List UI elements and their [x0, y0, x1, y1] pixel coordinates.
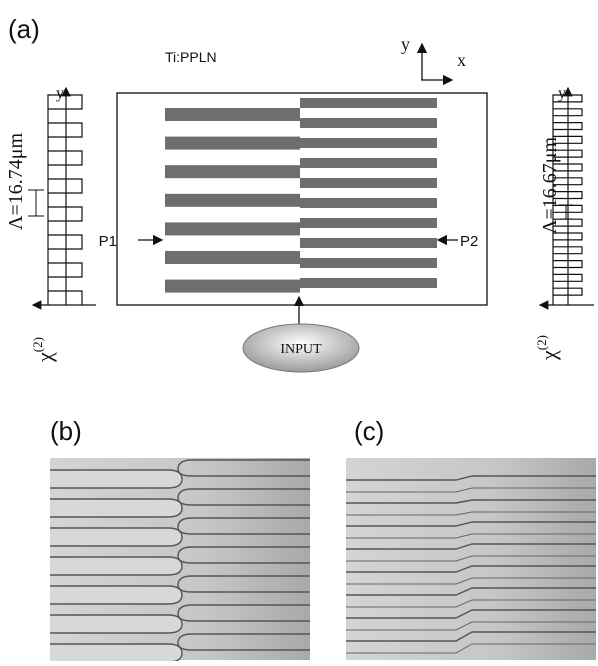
domain	[300, 118, 437, 128]
domain	[300, 278, 437, 288]
chi-label: χ(2)	[30, 337, 57, 363]
domain	[165, 165, 300, 178]
period-bracket	[28, 190, 44, 216]
port-label: P1	[99, 233, 117, 250]
period-label: Λ=16.67μm	[539, 136, 561, 234]
domain	[300, 238, 437, 248]
domain	[300, 178, 437, 188]
y-label: y	[56, 85, 64, 102]
chi: χ	[32, 352, 57, 363]
square-wave	[48, 95, 82, 305]
port-label: P2	[460, 233, 478, 250]
domain	[300, 218, 437, 228]
domain	[165, 194, 300, 207]
panel-label: (b)	[50, 416, 82, 446]
domain	[300, 138, 437, 148]
waveguide	[50, 586, 182, 604]
domain	[165, 108, 300, 121]
y-label: y	[558, 85, 566, 102]
chi-label: χ(2)	[534, 335, 561, 361]
domain	[165, 251, 300, 264]
crystal-label: Ti:PPLN	[165, 49, 217, 65]
domain	[300, 98, 437, 108]
figure: (a) Ti:PPLN y x P1 P2 INPUT y Λ=16.74μm …	[0, 0, 598, 661]
chi: χ	[536, 350, 561, 361]
waveguide	[50, 470, 182, 488]
waveguide	[50, 499, 182, 517]
panel-label: (a)	[8, 14, 40, 44]
domain	[300, 198, 437, 208]
axis-x-label: x	[457, 50, 466, 70]
domain	[165, 222, 300, 235]
period-label: Λ=16.74μm	[5, 132, 27, 230]
chi-sup: (2)	[534, 335, 549, 350]
waveguide	[50, 528, 182, 546]
domain	[165, 280, 300, 293]
waveguide	[50, 557, 182, 575]
chi-sup: (2)	[30, 337, 45, 352]
domain	[165, 137, 300, 150]
input-label: INPUT	[280, 342, 322, 357]
poling-diagram	[28, 88, 96, 305]
panel-label: (c)	[354, 416, 384, 446]
waveguide	[50, 615, 182, 633]
domain	[300, 158, 437, 168]
axis-y-label: y	[401, 34, 410, 54]
waveguide	[50, 644, 182, 661]
domain	[300, 258, 437, 268]
